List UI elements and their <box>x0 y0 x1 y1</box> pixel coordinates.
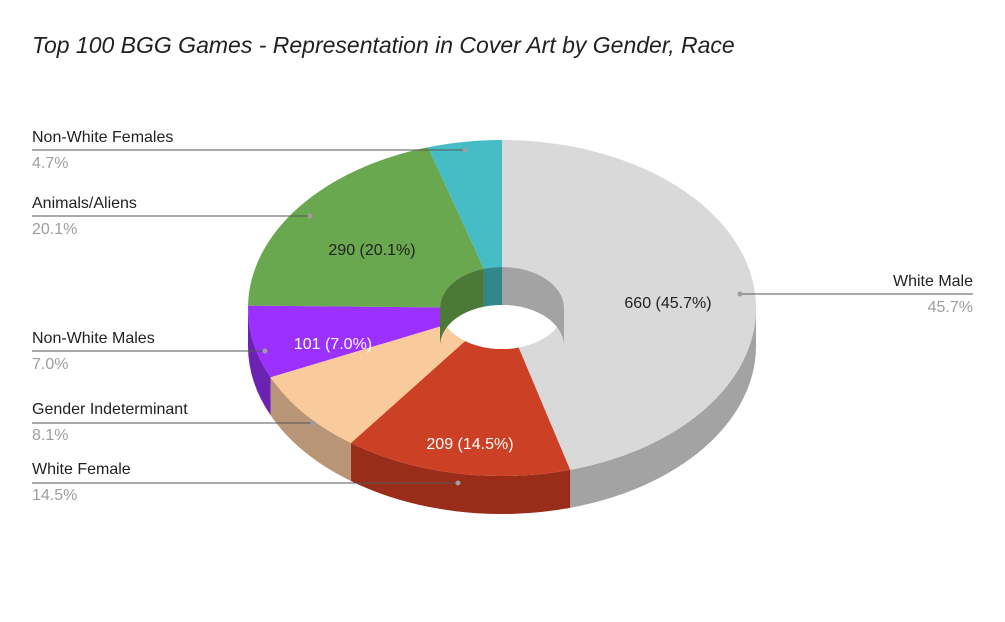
label-name-non-white-males: Non-White Males <box>32 330 155 347</box>
leader-dot-gender-indeterminant <box>310 420 316 426</box>
data-label-non-white-males: 101 (7.0%) <box>294 336 372 353</box>
label-percent-animals-aliens: 20.1% <box>32 221 77 238</box>
label-percent-non-white-females: 4.7% <box>32 155 68 172</box>
label-name-white-female: White Female <box>32 461 131 478</box>
slice-gender-indeterminant <box>270 324 466 444</box>
label-percent-white-male: 45.7% <box>928 299 973 316</box>
data-label-animals-aliens: 290 (20.1%) <box>328 242 415 259</box>
inner-wall-animals-aliens <box>440 268 484 346</box>
leader-lines: White Male 45.7% White Female 14.5% Gender I… <box>32 129 973 504</box>
inner-wall-non-white-females <box>483 267 502 307</box>
hole-floor <box>440 305 564 349</box>
label-percent-non-white-males: 7.0% <box>32 356 68 373</box>
slice-side-white-male <box>570 308 756 508</box>
data-label-white-female: 209 (14.5%) <box>426 436 513 453</box>
slice-white-male <box>502 140 756 470</box>
chart-title: Top 100 BGG Games - Representation in Co… <box>32 32 735 58</box>
slice-animals-aliens <box>248 147 484 308</box>
label-name-animals-aliens: Animals/Aliens <box>32 195 137 212</box>
slice-side-non-white-males <box>248 308 271 416</box>
slice-tops <box>247 140 756 476</box>
label-percent-gender-indeterminant: 8.1% <box>32 427 68 444</box>
leader-dot-white-female <box>455 480 461 486</box>
label-name-non-white-females: Non-White Females <box>32 129 173 146</box>
leader-dot-animals-aliens <box>307 213 313 219</box>
donut-hole <box>440 267 564 349</box>
data-labels: 660 (45.7%) 209 (14.5%) 101 (7.0%) 290 (20.… <box>294 242 712 453</box>
label-name-gender-indeterminant: Gender Indeterminant <box>32 401 188 418</box>
slice-non-white-females <box>427 140 502 269</box>
leader-dot-non-white-females <box>462 147 468 153</box>
leader-dot-white-male <box>737 291 743 297</box>
inner-wall-white-male <box>502 267 564 346</box>
label-name-white-male: White Male <box>893 273 973 290</box>
slice-side-white-female <box>350 443 571 514</box>
data-label-white-male: 660 (45.7%) <box>624 295 711 312</box>
slice-sides <box>248 308 756 514</box>
label-percent-white-female: 14.5% <box>32 487 77 504</box>
slice-non-white-males <box>247 305 446 378</box>
slice-white-female <box>350 340 571 476</box>
leader-dot-non-white-males <box>262 348 268 354</box>
slice-side-gender-indeterminant <box>270 377 351 482</box>
